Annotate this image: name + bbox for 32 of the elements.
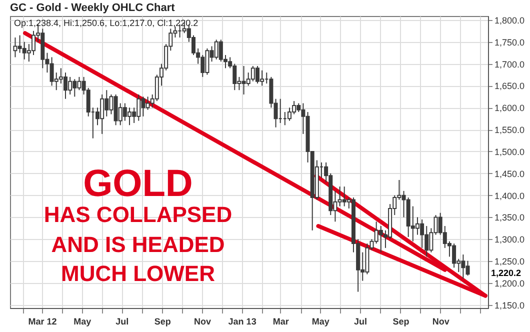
annotation: GOLD [83, 163, 193, 205]
y-tick-label: 1,350.0 [494, 212, 525, 223]
annotation: HAS COLLAPSED [44, 202, 232, 227]
x-tick-label: Jul [354, 316, 368, 326]
x-tick-label: Mar 12 [28, 316, 57, 326]
y-tick-label: 1,450.0 [494, 168, 525, 179]
x-tick-label: Sep [154, 316, 172, 326]
annotation: MUCH LOWER [61, 261, 216, 286]
x-tick-label: Nov [432, 316, 450, 326]
x-tick-label: Jul [116, 316, 129, 326]
y-tick-label: 1,300.0 [494, 234, 525, 245]
x-tick-label: Nov [194, 316, 211, 326]
x-tick-label: Mar [272, 316, 290, 326]
y-tick-label: 1,150.0 [494, 300, 525, 310]
y-tick-label: 1,700.0 [494, 59, 525, 70]
y-tick-label: 1,200.0 [494, 278, 525, 289]
chart-title: GC - Gold - Weekly OHLC Chart [10, 2, 176, 14]
y-tick-label: 1,250.0 [494, 256, 525, 267]
text: 1,220.2 [491, 268, 522, 278]
annotation: AND IS HEADED [51, 232, 225, 257]
annotation: Op:1,238.4, Hi:1,250.6, Lo:1,217.0, Cl:1,220.2 [14, 18, 198, 28]
y-tick-label: 1,550.0 [494, 125, 525, 136]
y-tick-label: 1,600.0 [494, 103, 525, 114]
x-tick-label: Jan 13 [228, 316, 256, 326]
y-tick-label: 1,750.0 [494, 37, 525, 48]
y-tick-label: 1,650.0 [494, 81, 525, 92]
x-tick-label: May [74, 316, 92, 326]
y-tick-label: 1,800.0 [494, 15, 525, 26]
y-tick-label: 1,500.0 [494, 146, 525, 157]
x-tick-label: May [312, 316, 330, 326]
y-tick-label: 1,400.0 [494, 190, 525, 201]
x-tick-label: Sep [392, 316, 410, 326]
